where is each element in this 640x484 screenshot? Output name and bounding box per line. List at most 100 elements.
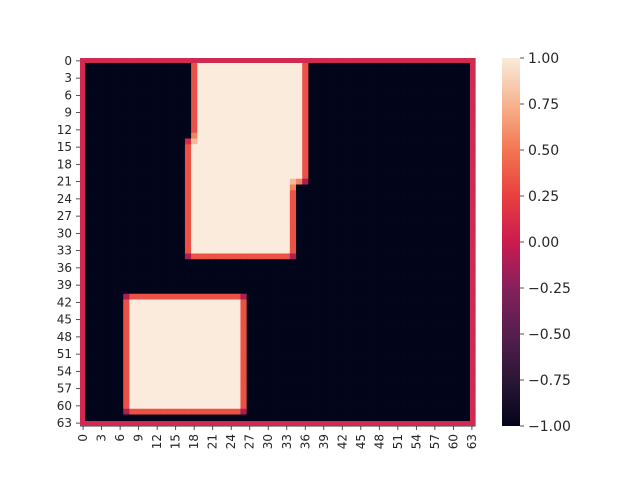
heatmap-cell (326, 414, 334, 421)
heatmap-cell (104, 414, 112, 421)
heatmap-cell (265, 316, 272, 323)
heatmap-cell (314, 247, 322, 254)
heatmap-cell (271, 155, 278, 162)
heatmap-cell (258, 167, 266, 174)
heatmap-cell (283, 63, 291, 70)
heatmap-cell (296, 270, 303, 277)
heatmap-cell (123, 155, 130, 162)
heatmap-cell (215, 334, 223, 341)
heatmap-cell (314, 288, 322, 295)
heatmap-cell (450, 362, 457, 369)
heatmap-cell (147, 63, 155, 70)
heatmap-cell (86, 374, 93, 381)
heatmap-cell (394, 345, 402, 352)
heatmap-cell (197, 69, 204, 76)
heatmap-cell (289, 351, 297, 358)
heatmap-cell (92, 86, 99, 93)
heatmap-cell (320, 98, 328, 105)
heatmap-cell (394, 63, 402, 70)
heatmap-cell (400, 242, 408, 249)
heatmap-cell (221, 293, 229, 300)
heatmap-cell (456, 316, 464, 323)
heatmap-cell (166, 190, 173, 197)
heatmap-cell (110, 196, 118, 203)
heatmap-cell (326, 75, 334, 82)
heatmap-cell (314, 178, 322, 185)
heatmap-cell (129, 403, 136, 410)
heatmap-cell (444, 265, 451, 272)
heatmap-cell (110, 282, 118, 289)
heatmap-cell (407, 339, 414, 346)
heatmap-cell (246, 236, 254, 243)
heatmap-cell (258, 276, 266, 283)
heatmap-cell (203, 109, 211, 116)
heatmap-cell (258, 270, 266, 277)
heatmap-cell (431, 161, 439, 168)
heatmap-cell (370, 127, 377, 134)
heatmap-cell (302, 161, 309, 168)
heatmap-cell (394, 201, 402, 208)
heatmap-frame (80, 58, 475, 426)
heatmap-cell (345, 299, 352, 306)
heatmap-cell (400, 385, 408, 392)
heatmap-cell (86, 236, 93, 243)
heatmap-cell (258, 282, 266, 289)
y-tick-label: 63 (57, 416, 72, 430)
heatmap-cell (437, 236, 445, 243)
heatmap-cell (419, 270, 427, 277)
heatmap-cell (277, 115, 285, 122)
heatmap-cell (234, 155, 241, 162)
heatmap-cell (431, 69, 439, 76)
heatmap-cell (154, 132, 161, 139)
heatmap-cell (215, 270, 223, 277)
heatmap-cell (382, 75, 389, 82)
heatmap-cell (283, 115, 291, 122)
heatmap-cell (265, 270, 272, 277)
heatmap-cell (215, 104, 223, 111)
heatmap-cell (357, 374, 365, 381)
heatmap-cell (184, 63, 192, 70)
heatmap-cell (271, 322, 278, 329)
heatmap-cell (394, 167, 402, 174)
heatmap-cell (308, 242, 315, 249)
heatmap-cell (326, 385, 334, 392)
heatmap-cell (407, 282, 414, 289)
heatmap-cell (246, 98, 254, 105)
heatmap-cell (351, 282, 359, 289)
heatmap-cell (117, 132, 124, 139)
heatmap-cell (209, 385, 217, 392)
heatmap-cell (277, 299, 285, 306)
heatmap-cell (215, 150, 223, 157)
heatmap-cell (363, 213, 371, 220)
heatmap-cell (92, 328, 99, 335)
heatmap-cell (265, 334, 272, 341)
heatmap-cell (178, 299, 186, 306)
heatmap-cell (357, 236, 365, 243)
heatmap-cell (240, 322, 248, 329)
heatmap-cell (197, 253, 204, 260)
heatmap-cell (308, 184, 315, 191)
heatmap-cell (154, 104, 161, 111)
heatmap-cell (407, 213, 414, 220)
heatmap-cell (419, 334, 427, 341)
heatmap-cell (98, 357, 106, 364)
heatmap-cell (184, 190, 192, 197)
heatmap-cell (277, 196, 285, 203)
heatmap-cell (345, 178, 352, 185)
heatmap-cell (129, 81, 136, 88)
heatmap-cell (320, 328, 328, 335)
heatmap-cell (86, 207, 93, 214)
heatmap-cell (277, 178, 285, 185)
heatmap-cell (234, 104, 241, 111)
heatmap-cell (413, 362, 420, 369)
heatmap-cell (160, 293, 167, 300)
heatmap-cell (345, 242, 352, 249)
heatmap-cell (265, 403, 272, 410)
heatmap-cell (314, 253, 322, 260)
heatmap-cell (98, 167, 106, 174)
heatmap-cell (376, 104, 383, 111)
heatmap-cell (160, 190, 167, 197)
heatmap-cell (320, 316, 328, 323)
heatmap-cell (456, 322, 464, 329)
heatmap-cell (376, 132, 383, 139)
